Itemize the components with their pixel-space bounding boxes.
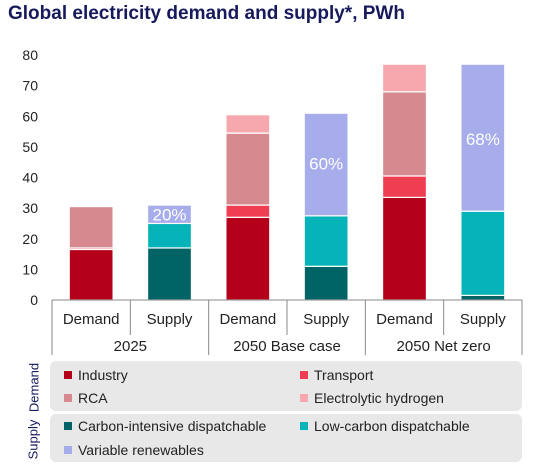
- bar-segment-carbon-intensive-dispatchable-3: [303, 265, 349, 301]
- bar-segment-low-carbon-dispatchable-5: [460, 210, 506, 297]
- bar-segment-variable-renewables-3: [303, 112, 349, 217]
- legend-swatch-electrolytic-hydrogen: [300, 394, 308, 402]
- y-tick-label-10: 10: [22, 261, 38, 277]
- legend-supply-group-label: Supply: [25, 419, 41, 460]
- bar-segment-carbon-intensive-dispatchable-1: [146, 247, 193, 301]
- y-tick-label-30: 30: [22, 200, 38, 216]
- legend-demand-box: Industry Transport RCA Electrolytic hydr…: [50, 361, 522, 411]
- y-tick-label-80: 80: [22, 47, 38, 63]
- x-group-label-2: 2050 Net zero: [397, 338, 491, 355]
- legend-item-variable-renewables: Variable renewables: [64, 442, 204, 458]
- legend-supply-box: Carbon-intensive dispatchable Low-carbon…: [50, 414, 522, 462]
- bar-segment-industry-4: [381, 196, 428, 301]
- legend-item-transport: Transport: [300, 367, 373, 383]
- bar-segment-industry-2: [225, 216, 271, 301]
- y-tick-label-20: 20: [22, 231, 38, 247]
- bar-segment-industry-0: [68, 248, 114, 301]
- x-category-label-5: Supply: [460, 311, 506, 328]
- data-label-2: 68%: [466, 130, 500, 149]
- bar-segment-rca-0: [68, 205, 114, 249]
- bar-segment-transport-2: [225, 204, 271, 218]
- x-group-label-0: 2025: [114, 338, 147, 355]
- bar-segment-variable-renewables-1: [146, 204, 193, 225]
- x-category-label-1: Supply: [147, 311, 193, 328]
- legend-label-rca: RCA: [78, 390, 108, 406]
- y-tick-label-60: 60: [22, 108, 38, 124]
- legend-label-carbon-intensive: Carbon-intensive dispatchable: [78, 418, 267, 434]
- y-tick-label-70: 70: [22, 78, 38, 94]
- x-category-label-0: Demand: [63, 311, 120, 328]
- legend-label-industry: Industry: [78, 367, 128, 383]
- legend-item-carbon-intensive: Carbon-intensive dispatchable: [64, 418, 266, 434]
- bar-segment-rca-4: [381, 91, 428, 177]
- bar-segment-low-carbon-dispatchable-1: [146, 222, 193, 249]
- y-tick-label-0: 0: [30, 292, 38, 308]
- legend-swatch-carbon-intensive: [64, 422, 72, 430]
- legend-swatch-low-carbon: [300, 422, 308, 430]
- legend-label-variable-renewables: Variable renewables: [78, 442, 204, 458]
- bar-segment-variable-renewables-5: [460, 63, 506, 212]
- bar-segment-transport-4: [381, 175, 428, 199]
- x-category-label-2: Demand: [219, 311, 276, 328]
- bar-segment-low-carbon-dispatchable-3: [303, 215, 349, 267]
- bar-segment-carbon-intensive-dispatchable-5: [460, 294, 506, 301]
- x-category-label-3: Supply: [303, 311, 349, 328]
- data-label-0: 20%: [152, 205, 186, 224]
- data-label-1: 60%: [309, 155, 343, 174]
- bar-segment-electrolytic-hydrogen-4: [381, 63, 428, 93]
- legend-swatch-industry: [64, 371, 72, 379]
- legend-swatch-variable-renewables: [64, 446, 72, 454]
- legend-swatch-rca: [64, 394, 72, 402]
- y-tick-label-40: 40: [22, 170, 38, 186]
- legend-item-rca: RCA: [64, 390, 108, 406]
- legend-item-low-carbon: Low-carbon dispatchable: [300, 418, 470, 434]
- legend-label-electrolytic-hydrogen: Electrolytic hydrogen: [314, 390, 444, 406]
- legend-item-electrolytic-hydrogen: Electrolytic hydrogen: [300, 390, 444, 406]
- legend-label-low-carbon: Low-carbon dispatchable: [314, 418, 470, 434]
- legend-label-transport: Transport: [314, 367, 374, 383]
- y-tick-label-50: 50: [22, 139, 38, 155]
- bar-segment-rca-2: [225, 132, 271, 206]
- x-category-label-4: Demand: [376, 311, 433, 328]
- chart-title: Global electricity demand and supply*, P…: [8, 3, 405, 24]
- legend-swatch-transport: [300, 371, 308, 379]
- legend-item-industry: Industry: [64, 367, 128, 383]
- bar-segment-electrolytic-hydrogen-2: [225, 114, 271, 134]
- x-group-label-1: 2050 Base case: [233, 338, 341, 355]
- stacked-bar-chart: 0 10 20 30 40 50 60 70 80 20% 60% 68% Demand Supply De…: [22, 47, 523, 355]
- legend-demand-group-label: Demand: [26, 362, 42, 413]
